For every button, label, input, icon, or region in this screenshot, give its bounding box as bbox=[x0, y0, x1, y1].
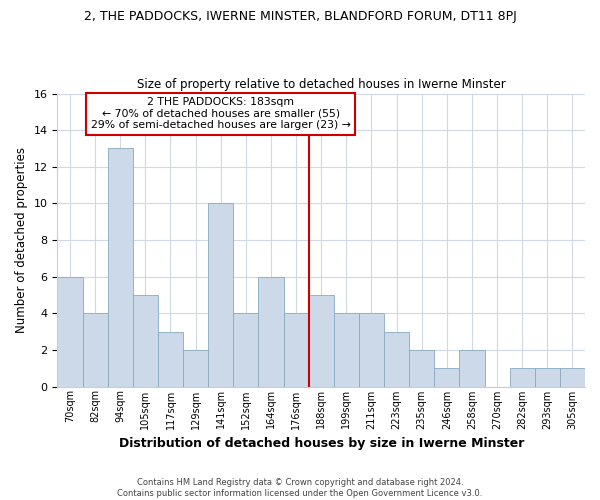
Bar bbox=[208, 204, 233, 386]
Bar bbox=[233, 314, 259, 386]
Bar bbox=[259, 276, 284, 386]
Bar bbox=[58, 276, 83, 386]
X-axis label: Distribution of detached houses by size in Iwerne Minster: Distribution of detached houses by size … bbox=[119, 437, 524, 450]
Bar bbox=[107, 148, 133, 386]
Bar bbox=[133, 295, 158, 386]
Bar bbox=[409, 350, 434, 387]
Bar bbox=[434, 368, 460, 386]
Text: Contains HM Land Registry data © Crown copyright and database right 2024.
Contai: Contains HM Land Registry data © Crown c… bbox=[118, 478, 482, 498]
Bar bbox=[535, 368, 560, 386]
Bar bbox=[509, 368, 535, 386]
Title: Size of property relative to detached houses in Iwerne Minster: Size of property relative to detached ho… bbox=[137, 78, 506, 91]
Bar bbox=[460, 350, 485, 387]
Bar bbox=[359, 314, 384, 386]
Bar bbox=[83, 314, 107, 386]
Bar bbox=[158, 332, 183, 386]
Bar bbox=[308, 295, 334, 386]
Bar bbox=[284, 314, 308, 386]
Bar bbox=[384, 332, 409, 386]
Bar bbox=[183, 350, 208, 387]
Text: 2 THE PADDOCKS: 183sqm
← 70% of detached houses are smaller (55)
29% of semi-det: 2 THE PADDOCKS: 183sqm ← 70% of detached… bbox=[91, 97, 350, 130]
Bar bbox=[560, 368, 585, 386]
Text: 2, THE PADDOCKS, IWERNE MINSTER, BLANDFORD FORUM, DT11 8PJ: 2, THE PADDOCKS, IWERNE MINSTER, BLANDFO… bbox=[83, 10, 517, 23]
Y-axis label: Number of detached properties: Number of detached properties bbox=[15, 147, 28, 333]
Bar bbox=[334, 314, 359, 386]
